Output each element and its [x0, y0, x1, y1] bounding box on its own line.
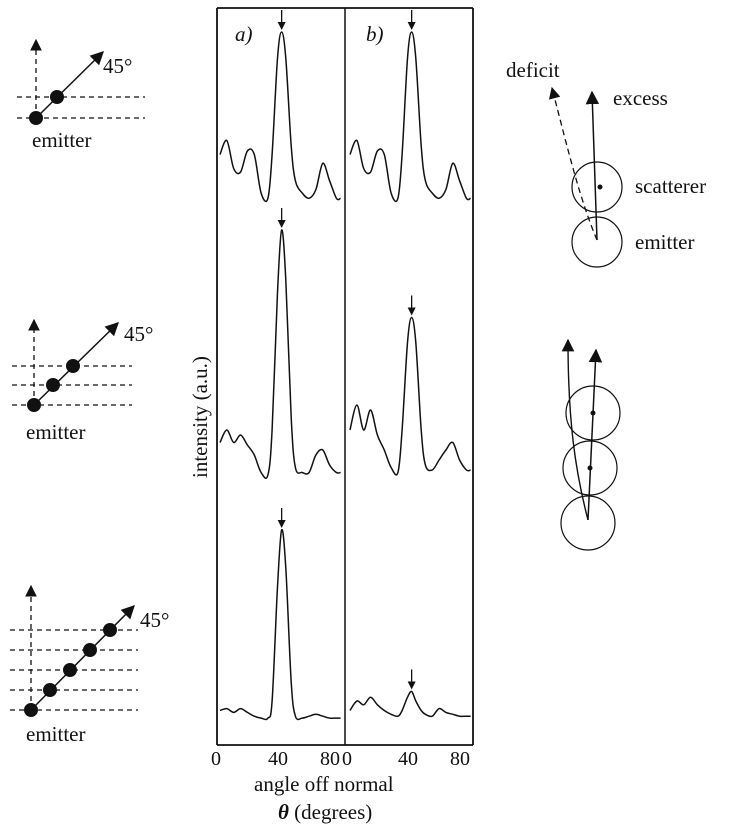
- deficit-arrow: [561, 338, 589, 521]
- degrees-text: (degrees): [294, 800, 373, 824]
- trace-panel-b-atoms-5: [349, 690, 471, 718]
- panel-label-b: b): [366, 22, 384, 46]
- emitter-atom: [29, 111, 43, 125]
- scatterer-circle: [565, 385, 621, 441]
- emitter-atom: [24, 703, 38, 717]
- emitter-label-3: emitter: [26, 722, 86, 746]
- panel-label-a: a): [235, 22, 253, 46]
- emitter-label-2: emitter: [26, 420, 86, 444]
- scatterer-circle: [571, 161, 623, 213]
- excess-label: excess: [613, 86, 668, 110]
- peak-marker-arrow-icon: [407, 681, 416, 690]
- trace-panel-b-atoms-3: [349, 316, 471, 476]
- scatterer-nucleus: [597, 184, 603, 190]
- scatterer-atom: [63, 663, 77, 677]
- angle-label-1: 45°: [103, 54, 133, 78]
- trace-panel-b-atoms-2: [349, 31, 471, 203]
- angle-label-3: 45°: [140, 608, 170, 632]
- x-axis-unit: θ (degrees): [278, 800, 372, 825]
- y-axis-label: intensity (a.u.): [188, 356, 212, 478]
- scatterer-circle: [562, 440, 618, 496]
- x-tick-b-0: 0: [342, 748, 352, 770]
- trace-panel-a-atoms-2: [219, 31, 341, 203]
- scatterer-atom: [50, 90, 64, 104]
- left-diagram-3: [10, 584, 138, 717]
- scatterer-label: scatterer: [635, 174, 707, 198]
- deficit-arrow: [548, 86, 598, 241]
- x-axis-label: angle off normal: [254, 772, 394, 796]
- emitter-circle: [560, 495, 616, 551]
- scatterer-atom: [103, 623, 117, 637]
- emitter-label-1: emitter: [32, 128, 92, 152]
- x-tick-b-80: 80: [450, 748, 470, 770]
- emitter-atom: [27, 398, 41, 412]
- x-tick-a-0: 0: [211, 748, 221, 770]
- trace-panel-a-atoms-5: [219, 528, 341, 721]
- emitter-label-right: emitter: [635, 230, 695, 254]
- scatterer-atom: [66, 359, 80, 373]
- scatterer-atom: [46, 378, 60, 392]
- x-tick-b-40: 40: [398, 748, 418, 770]
- left-diagram-2: [12, 318, 132, 412]
- plot-frame: [216, 7, 474, 746]
- x-tick-a-80: 80: [320, 748, 340, 770]
- scatterer-atom: [43, 683, 57, 697]
- emitter-circle: [571, 216, 623, 268]
- peak-marker-arrow-icon: [277, 22, 286, 30]
- chart-traces: [219, 10, 471, 721]
- trace-panel-a-atoms-3: [219, 229, 341, 479]
- theta-symbol: θ: [278, 800, 289, 824]
- peak-marker-arrow-icon: [277, 220, 286, 228]
- peak-marker-arrow-icon: [277, 520, 286, 528]
- left-diagram-1: [17, 38, 145, 125]
- peak-marker-arrow-icon: [407, 307, 416, 316]
- peak-marker-arrow-icon: [407, 22, 416, 30]
- deficit-label: deficit: [506, 58, 560, 82]
- x-tick-a-40: 40: [268, 748, 288, 770]
- angle-label-2: 45°: [124, 322, 154, 346]
- right-diagram-top: [548, 86, 623, 268]
- excess-arrow: [587, 348, 603, 521]
- scatterer-atom: [83, 643, 97, 657]
- excess-arrow: [585, 90, 600, 241]
- emission-arrow: [35, 51, 104, 119]
- right-diagram-bottom: [560, 338, 621, 551]
